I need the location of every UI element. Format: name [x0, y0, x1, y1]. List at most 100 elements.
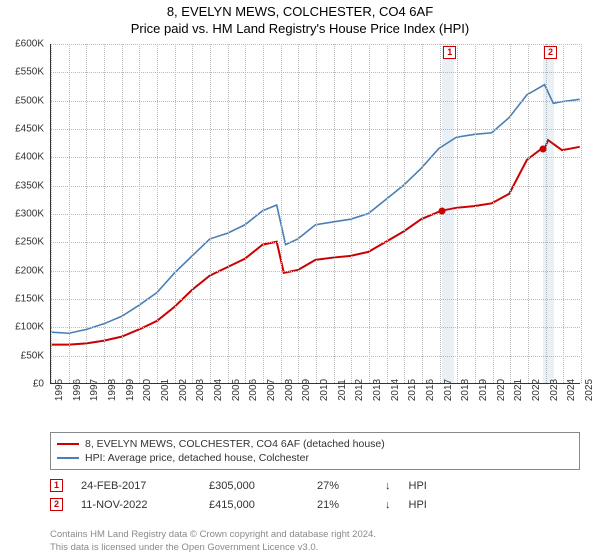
x-axis-label: 2006 [248, 379, 259, 401]
event-price: £305,000 [209, 480, 299, 492]
y-axis-label: £200K [15, 265, 44, 276]
y-axis-label: £400K [15, 152, 44, 163]
x-axis-label: 2022 [531, 379, 542, 401]
y-axis-label: £300K [15, 209, 44, 220]
y-axis-label: £0 [33, 379, 44, 390]
gridline-vertical [263, 44, 264, 383]
gridline-vertical [104, 44, 105, 383]
gridline-vertical [475, 44, 476, 383]
x-axis-label: 2004 [213, 379, 224, 401]
gridline-vertical [281, 44, 282, 383]
x-axis-label: 2025 [584, 379, 595, 401]
gridline-vertical [69, 44, 70, 383]
y-axis-label: £500K [15, 95, 44, 106]
attribution: Contains HM Land Registry data © Crown c… [50, 529, 580, 554]
y-axis-label: £550K [15, 67, 44, 78]
gridline-vertical [316, 44, 317, 383]
x-axis-label: 2010 [319, 379, 330, 401]
legend-row: HPI: Average price, detached house, Colc… [57, 451, 573, 465]
legend: 8, EVELYN MEWS, COLCHESTER, CO4 6AF (det… [50, 432, 580, 470]
x-axis-label: 2015 [407, 379, 418, 401]
y-axis-label: £350K [15, 180, 44, 191]
event-tag: HPI [409, 480, 427, 492]
event-marker-box: 1 [443, 46, 456, 59]
y-axis-label: £50K [21, 350, 44, 361]
event-row-marker: 2 [50, 498, 63, 511]
gridline-vertical [422, 44, 423, 383]
gridline-vertical [210, 44, 211, 383]
x-axis-label: 2017 [443, 379, 454, 401]
x-axis-label: 2021 [513, 379, 524, 401]
gridline-vertical [334, 44, 335, 383]
y-axis-label: £250K [15, 237, 44, 248]
legend-label: 8, EVELYN MEWS, COLCHESTER, CO4 6AF (det… [85, 438, 385, 450]
event-marker-dot [540, 145, 547, 152]
x-axis-label: 2011 [337, 379, 348, 401]
x-axis-label: 2001 [160, 379, 171, 401]
y-axis-label: £150K [15, 294, 44, 305]
title-sub: Price paid vs. HM Land Registry's House … [0, 21, 600, 36]
event-row: 1 24-FEB-2017 £305,000 27% ↓ HPI [50, 476, 580, 495]
x-axis-label: 1996 [72, 379, 83, 401]
event-marker-box: 2 [544, 46, 557, 59]
title-block: 8, EVELYN MEWS, COLCHESTER, CO4 6AF Pric… [0, 0, 600, 36]
y-axis-label: £450K [15, 124, 44, 135]
gridline-vertical [351, 44, 352, 383]
event-row-marker: 1 [50, 479, 63, 492]
y-axis-label: £100K [15, 322, 44, 333]
legend-row: 8, EVELYN MEWS, COLCHESTER, CO4 6AF (det… [57, 437, 573, 451]
arrow-down-icon: ↓ [385, 480, 391, 492]
x-axis-label: 2005 [231, 379, 242, 401]
gridline-vertical [122, 44, 123, 383]
x-axis-label: 2014 [390, 379, 401, 401]
x-axis-label: 2013 [372, 379, 383, 401]
arrow-down-icon: ↓ [385, 499, 391, 511]
event-pct: 27% [317, 480, 367, 492]
x-axis-label: 2023 [549, 379, 560, 401]
x-axis-label: 2016 [425, 379, 436, 401]
x-axis-label: 2012 [354, 379, 365, 401]
gridline-vertical [581, 44, 582, 383]
gridline-vertical [298, 44, 299, 383]
gridline-vertical [369, 44, 370, 383]
gridline-vertical [245, 44, 246, 383]
gridline-vertical [192, 44, 193, 383]
gridline-vertical [528, 44, 529, 383]
attribution-line1: Contains HM Land Registry data © Crown c… [50, 529, 580, 541]
gridline-vertical [175, 44, 176, 383]
x-axis-label: 2000 [142, 379, 153, 401]
x-axis-label: 2024 [566, 379, 577, 401]
event-pct: 21% [317, 499, 367, 511]
chart-container: 8, EVELYN MEWS, COLCHESTER, CO4 6AF Pric… [0, 0, 600, 560]
x-axis-label: 2003 [195, 379, 206, 401]
event-price: £415,000 [209, 499, 299, 511]
event-date: 11-NOV-2022 [81, 499, 191, 511]
x-axis-label: 1995 [54, 379, 65, 401]
x-axis-label: 1999 [125, 379, 136, 401]
legend-label: HPI: Average price, detached house, Colc… [85, 452, 309, 464]
attribution-line2: This data is licensed under the Open Gov… [50, 542, 580, 554]
x-axis-label: 2018 [460, 379, 471, 401]
x-axis-label: 2020 [496, 379, 507, 401]
y-axis-labels: £0£50K£100K£150K£200K£250K£300K£350K£400… [0, 44, 46, 384]
gridline-vertical [510, 44, 511, 383]
x-axis-label: 2007 [266, 379, 277, 401]
gridline-vertical [457, 44, 458, 383]
event-date: 24-FEB-2017 [81, 480, 191, 492]
x-axis-label: 2008 [284, 379, 295, 401]
gridline-vertical [157, 44, 158, 383]
legend-swatch [57, 443, 79, 445]
gridline-vertical [51, 44, 52, 383]
title-main: 8, EVELYN MEWS, COLCHESTER, CO4 6AF [0, 4, 600, 19]
x-axis-label: 2019 [478, 379, 489, 401]
y-axis-label: £600K [15, 39, 44, 50]
highlight-band [543, 44, 554, 383]
x-axis-label: 2002 [178, 379, 189, 401]
event-tag: HPI [409, 499, 427, 511]
event-row: 2 11-NOV-2022 £415,000 21% ↓ HPI [50, 495, 580, 514]
gridline-vertical [563, 44, 564, 383]
legend-swatch [57, 457, 79, 459]
x-axis-label: 1998 [107, 379, 118, 401]
gridline-vertical [404, 44, 405, 383]
gridline-vertical [493, 44, 494, 383]
